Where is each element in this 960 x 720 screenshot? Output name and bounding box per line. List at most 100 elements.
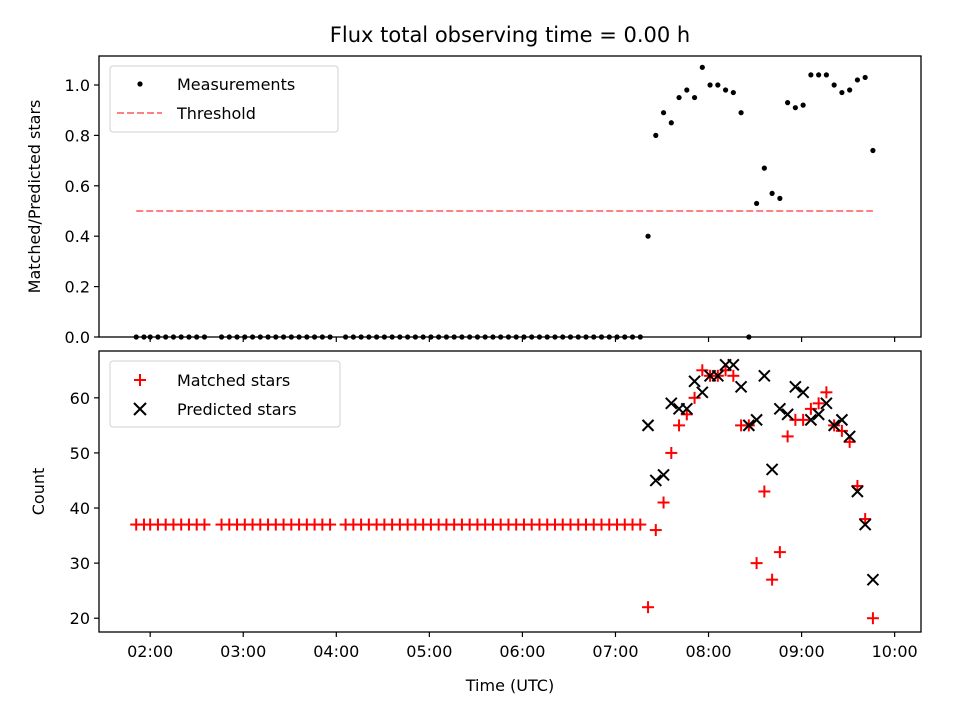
matched-stars-point bbox=[673, 419, 686, 432]
predicted-stars-point bbox=[858, 518, 872, 531]
measurements-point bbox=[769, 190, 775, 196]
predicted-stars-point bbox=[827, 419, 841, 432]
measurements-point bbox=[761, 165, 767, 171]
measurements-point bbox=[738, 110, 744, 116]
measurements-point bbox=[839, 89, 845, 96]
matched-stars-point bbox=[696, 364, 709, 377]
x-tick-label: 04:00 bbox=[313, 642, 359, 661]
bottom-panel: 20 30 40 50 60 02:00 03:00 04:00 05:00 06:00 07:0… bbox=[29, 350, 922, 695]
legend-measurements-label: Measurements bbox=[177, 75, 295, 94]
matched-stars-point bbox=[851, 479, 864, 492]
measurements-point bbox=[722, 87, 729, 93]
y-tick-label: 0.6 bbox=[65, 177, 90, 196]
bottom-plot-frame bbox=[98, 350, 922, 633]
chart-title: Flux total observing time = 0.00 h bbox=[330, 23, 690, 47]
y-tick-label: 20 bbox=[70, 609, 90, 628]
legend-matched-label: Matched stars bbox=[177, 371, 290, 390]
predicted-stars-point bbox=[866, 573, 880, 586]
top-panel: 0.0 0.2 0.4 0.6 0.8 1.0 Matched/Predicted sta… bbox=[25, 55, 922, 347]
matched-stars-point bbox=[859, 513, 872, 526]
measurements-point bbox=[792, 105, 798, 111]
bottom-marks bbox=[130, 358, 880, 625]
top-marks bbox=[133, 64, 876, 340]
bottom-x-ticks: 02:00 03:00 04:00 05:00 06:00 07:00 08:00 09:00… bbox=[127, 632, 918, 661]
predicted-stars-point bbox=[789, 380, 802, 394]
predicted-stars-point bbox=[765, 463, 779, 476]
predicted-stars-point bbox=[781, 408, 794, 421]
top-legend: Measurements Threshold bbox=[109, 65, 339, 133]
matched-stars-point bbox=[665, 446, 678, 459]
predicted-stars-point bbox=[758, 369, 771, 383]
predicted-stars-point bbox=[657, 468, 670, 482]
bottom-y-ticks: 20 30 40 50 60 bbox=[70, 389, 99, 628]
measurements-point bbox=[862, 74, 868, 81]
predicted-stars-point bbox=[812, 408, 825, 421]
bottom-legend: Matched stars Predicted stars bbox=[109, 360, 341, 428]
matched-stars-point bbox=[680, 408, 693, 421]
x-tick-label: 07:00 bbox=[592, 642, 638, 661]
predicted-stars-point bbox=[835, 413, 849, 427]
x-tick-label: 10:00 bbox=[872, 642, 918, 661]
predicted-stars-point bbox=[734, 380, 748, 394]
matched-stars-point bbox=[758, 485, 771, 498]
matched-stars-point bbox=[843, 435, 856, 448]
matched-stars-point bbox=[688, 391, 701, 404]
y-tick-label: 50 bbox=[70, 444, 90, 463]
matched-stars-point bbox=[642, 601, 655, 614]
y-tick-label: 1.0 bbox=[65, 76, 90, 95]
x-tick-label: 09:00 bbox=[779, 642, 825, 661]
x-tick-label: 08:00 bbox=[685, 642, 731, 661]
predicted-stars-point bbox=[727, 358, 740, 371]
predicted-stars-point bbox=[773, 402, 787, 416]
measurements-point bbox=[808, 72, 814, 78]
top-plot-frame bbox=[98, 55, 922, 338]
measurements-point bbox=[754, 200, 760, 207]
y-tick-label: 0.4 bbox=[65, 227, 90, 246]
matched-stars-point bbox=[866, 612, 879, 625]
predicted-stars-point bbox=[688, 375, 701, 388]
measurements-point bbox=[800, 102, 806, 108]
measurements-point bbox=[653, 132, 659, 138]
measurements-point bbox=[831, 82, 837, 88]
measurements-point bbox=[816, 72, 822, 78]
predicted-stars-point bbox=[696, 386, 709, 399]
top-y-ticks: 0.0 0.2 0.4 0.6 0.8 1.0 bbox=[65, 76, 99, 347]
predicted-stars-point bbox=[804, 413, 818, 427]
x-tick-label: 05:00 bbox=[406, 642, 452, 661]
matched-stars-point bbox=[835, 424, 848, 437]
x-tick-label: 06:00 bbox=[499, 642, 545, 661]
matched-stars-point bbox=[324, 518, 337, 531]
matched-stars-point bbox=[766, 573, 779, 586]
predicted-stars-point bbox=[843, 430, 856, 443]
bottom-legend-box bbox=[109, 360, 341, 428]
predicted-stars-point bbox=[665, 397, 678, 410]
matched-stars-point bbox=[657, 496, 670, 509]
matched-stars-point bbox=[198, 518, 211, 531]
measurements-point bbox=[676, 94, 682, 101]
top-legend-box bbox=[109, 65, 339, 133]
predicted-stars-point bbox=[641, 419, 655, 432]
predicted-stars-point bbox=[711, 369, 725, 383]
y-tick-label: 0.2 bbox=[65, 278, 90, 297]
matched-stars-point bbox=[750, 557, 763, 570]
y-tick-label: 60 bbox=[70, 389, 90, 408]
predicted-stars-point bbox=[680, 402, 694, 416]
measurements-point bbox=[707, 82, 713, 88]
legend-measurements-marker bbox=[137, 81, 143, 87]
x-axis-label: Time (UTC) bbox=[465, 676, 554, 695]
measurements-point bbox=[691, 94, 698, 101]
bottom-y-axis-label: Count bbox=[29, 468, 48, 516]
measurements-point bbox=[668, 120, 674, 126]
measurements-point bbox=[823, 72, 829, 78]
predicted-stars-point bbox=[796, 386, 810, 399]
predicted-stars-point bbox=[742, 419, 756, 432]
y-tick-label: 0.8 bbox=[65, 126, 90, 145]
measurements-point bbox=[660, 110, 667, 116]
x-tick-label: 02:00 bbox=[127, 642, 173, 661]
measurements-point bbox=[777, 195, 783, 201]
measurements-point bbox=[699, 64, 705, 70]
matched-stars-point bbox=[773, 546, 786, 559]
legend-predicted-label: Predicted stars bbox=[177, 400, 297, 419]
matched-stars-point bbox=[649, 524, 662, 537]
